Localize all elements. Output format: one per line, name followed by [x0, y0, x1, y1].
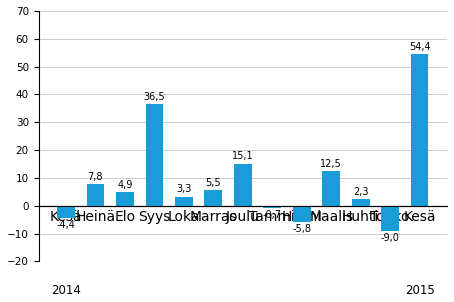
Text: 4,9: 4,9 — [117, 180, 133, 190]
Text: 36,5: 36,5 — [143, 92, 165, 102]
Bar — [352, 199, 370, 206]
Text: 15,1: 15,1 — [232, 152, 254, 162]
Text: 12,5: 12,5 — [321, 159, 342, 169]
Bar — [204, 191, 222, 206]
Text: -4,4: -4,4 — [56, 220, 75, 230]
Bar — [87, 184, 104, 206]
Bar — [146, 104, 163, 206]
Text: 2015: 2015 — [405, 284, 434, 297]
Bar — [263, 206, 281, 208]
Text: -5,8: -5,8 — [292, 224, 311, 234]
Text: 2014: 2014 — [51, 284, 81, 297]
Text: 7,8: 7,8 — [88, 172, 103, 182]
Bar — [411, 54, 429, 206]
Text: 5,5: 5,5 — [206, 178, 221, 188]
Bar — [293, 206, 311, 222]
Bar — [234, 164, 252, 206]
Bar — [116, 192, 134, 206]
Text: -9,0: -9,0 — [381, 233, 400, 243]
Bar — [381, 206, 399, 231]
Text: 54,4: 54,4 — [409, 42, 430, 52]
Bar — [57, 206, 75, 218]
Text: -0,7: -0,7 — [263, 210, 282, 220]
Text: 2,3: 2,3 — [353, 187, 369, 197]
Bar — [322, 171, 340, 206]
Text: 3,3: 3,3 — [176, 184, 192, 194]
Bar — [175, 197, 192, 206]
